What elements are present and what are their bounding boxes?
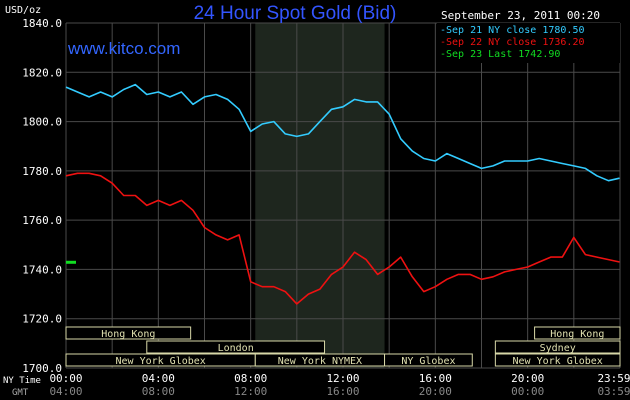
x-tick-label-gmt: 04:00 xyxy=(49,385,82,398)
x-tick-label-gmt: 20:00 xyxy=(419,385,452,398)
x-tick-label-ny: 08:00 xyxy=(234,372,267,385)
x-tick-label-gmt: 16:00 xyxy=(326,385,359,398)
market-session-label: Hong Kong xyxy=(550,329,604,340)
website-label: www.kitco.com xyxy=(67,39,180,58)
ny-time-axis-label: NY Time xyxy=(3,376,41,386)
legend-entry: -Sep 23 Last 1742.90 xyxy=(440,49,560,60)
x-tick-label-ny: 00:00 xyxy=(49,372,82,385)
x-tick-label-gmt: 00:00 xyxy=(511,385,544,398)
market-session-label: New York Globex xyxy=(513,356,603,367)
y-tick-label: 1800.0 xyxy=(22,116,62,129)
market-session-bar xyxy=(494,353,621,367)
legend-box xyxy=(437,23,620,63)
datetime-label: September 23, 2011 00:20 xyxy=(441,9,600,22)
market-session-label: NY Globex xyxy=(401,356,455,367)
x-tick-label-ny: 12:00 xyxy=(326,372,359,385)
chart-title: 24 Hour Spot Gold (Bid) xyxy=(194,3,397,24)
market-session-bar xyxy=(384,353,473,367)
session-highlight-band xyxy=(255,23,385,368)
y-tick-label: 1820.0 xyxy=(22,66,62,79)
y-tick-label: 1720.0 xyxy=(22,313,62,326)
market-session-label: New York NYMEX xyxy=(278,356,362,367)
x-tick-label-gmt: 08:00 xyxy=(142,385,175,398)
market-session-label: Hong Kong xyxy=(101,329,155,340)
market-session-bar xyxy=(534,326,621,340)
x-tick-label-gmt: 12:00 xyxy=(234,385,267,398)
legend-entry: -Sep 21 NY close 1780.50 xyxy=(440,25,585,36)
x-tick-label-ny: 16:00 xyxy=(419,372,452,385)
y-tick-label: 1840.0 xyxy=(22,17,62,30)
market-session-label: London xyxy=(218,343,254,354)
y-tick-label: 1700.0 xyxy=(22,362,62,375)
legend-entry: -Sep 22 NY close 1736.20 xyxy=(440,37,585,48)
market-session-bar xyxy=(494,340,621,354)
gmt-axis-label: GMT xyxy=(12,388,29,398)
x-tick-label-ny: 23:59 xyxy=(597,372,630,385)
market-session-label: New York Globex xyxy=(115,356,205,367)
y-tick-label: 1760.0 xyxy=(22,214,62,227)
market-session-label: Sydney xyxy=(540,343,576,354)
y-unit-label: USD/oz xyxy=(5,5,41,16)
market-session-bar xyxy=(146,340,326,354)
market-session-bar xyxy=(65,326,192,340)
x-tick-label-ny: 04:00 xyxy=(142,372,175,385)
price-series-line xyxy=(65,83,620,182)
x-tick-label-ny: 20:00 xyxy=(511,372,544,385)
y-tick-label: 1780.0 xyxy=(22,165,62,178)
y-tick-label: 1740.0 xyxy=(22,263,62,276)
price-series-line xyxy=(65,172,620,305)
x-tick-label-gmt: 03:59 xyxy=(597,385,630,398)
